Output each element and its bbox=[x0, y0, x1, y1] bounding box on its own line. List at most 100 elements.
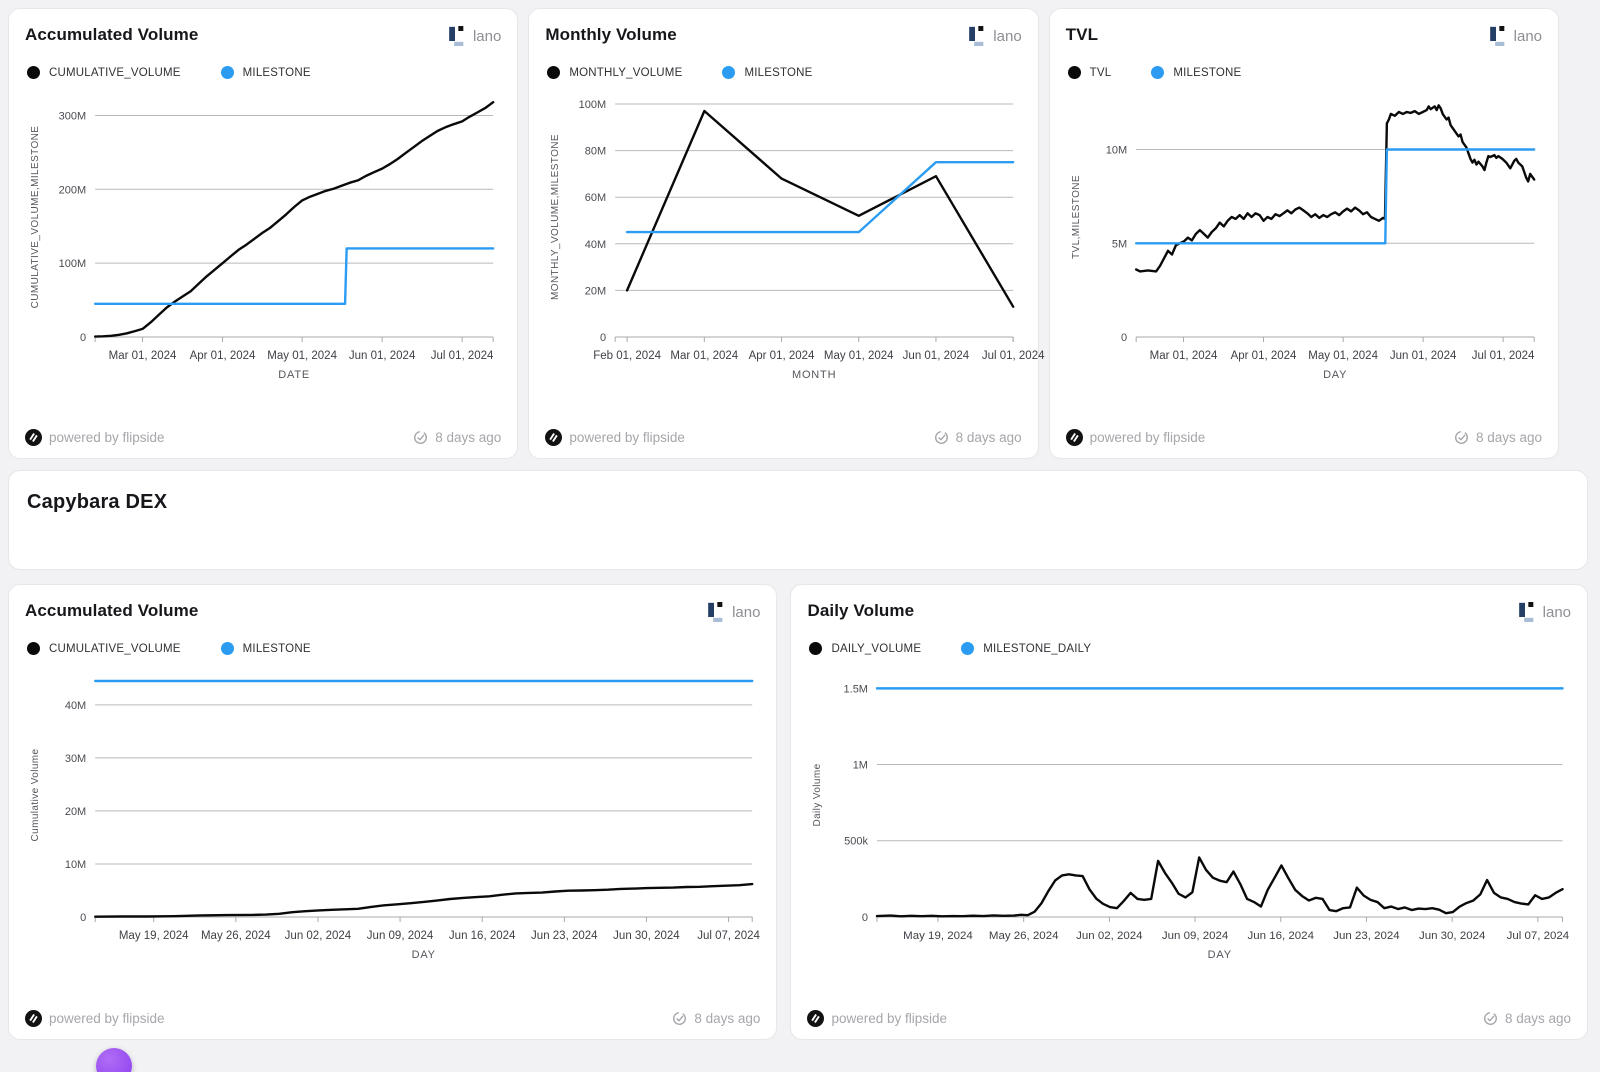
x-tick-label: Jul 07, 2024 bbox=[697, 930, 760, 942]
legend-item[interactable]: DAILY_VOLUME bbox=[809, 642, 921, 655]
legend-dot bbox=[220, 66, 234, 79]
chart-card-header: Accumulated Volume lano bbox=[25, 601, 760, 622]
legend-item[interactable]: MILESTONE_DAILY bbox=[961, 642, 1091, 655]
line-chart[interactable]: 0 5M 10M Mar 01, 2024 Apr 01, 2024 May 01, 20… bbox=[1066, 85, 1542, 389]
x-tick-label: Jun 30, 2024 bbox=[1419, 930, 1486, 942]
legend-item[interactable]: MILESTONE bbox=[220, 66, 311, 79]
chart-legend: MONTHLY_VOLUME MILESTONE bbox=[547, 66, 1021, 79]
flipside-icon bbox=[25, 429, 42, 446]
brand-name: lano bbox=[1513, 27, 1542, 45]
x-tick-label: Jun 01, 2024 bbox=[1390, 350, 1457, 362]
lano-brand[interactable]: lano bbox=[1518, 602, 1571, 622]
legend-label: MILESTONE bbox=[1173, 66, 1242, 79]
brand-name: lano bbox=[1542, 603, 1571, 621]
chart-title: Monthly Volume bbox=[545, 25, 677, 44]
x-tick-label: Apr 01, 2024 bbox=[1230, 350, 1296, 362]
brand-name: lano bbox=[472, 27, 502, 45]
y-tick-label: 0 bbox=[862, 912, 868, 924]
legend-dot bbox=[809, 642, 823, 655]
line-chart[interactable]: 0 10M 20M 30M 40M May 19, 2024 May 26, 2024 Jun… bbox=[25, 661, 761, 969]
x-tick-label: Jul 01, 2024 bbox=[1471, 350, 1534, 362]
x-axis-label: DATE bbox=[278, 369, 310, 381]
y-tick-label: 0 bbox=[80, 912, 86, 924]
lano-logo-icon bbox=[708, 602, 723, 622]
y-tick-label: 0 bbox=[80, 332, 86, 344]
legend-dot bbox=[1067, 66, 1081, 79]
flipside-icon bbox=[545, 429, 563, 446]
lano-logo-icon bbox=[1489, 26, 1504, 46]
refresh-check-icon bbox=[1454, 430, 1468, 445]
legend-label: MONTHLY_VOLUME bbox=[569, 66, 683, 79]
lano-brand[interactable]: lano bbox=[449, 26, 501, 46]
y-tick-label: 0 bbox=[1121, 332, 1127, 344]
x-tick-label: Mar 01, 2024 bbox=[109, 350, 177, 362]
y-tick-label: 5M bbox=[1112, 238, 1127, 250]
legend-dot bbox=[1151, 66, 1165, 79]
x-tick-label: Jun 02, 2024 bbox=[285, 930, 352, 942]
x-tick-label: Mar 01, 2024 bbox=[671, 350, 739, 362]
x-tick-label: Jun 02, 2024 bbox=[1077, 930, 1144, 942]
powered-by[interactable]: powered by flipside bbox=[1065, 429, 1205, 446]
legend-dot bbox=[27, 66, 40, 79]
x-tick-label: Jun 16, 2024 bbox=[449, 930, 516, 942]
refresh-check-icon bbox=[673, 1011, 687, 1026]
y-axis-label: Cumulative Volume bbox=[30, 748, 41, 841]
y-tick-label: 30M bbox=[65, 753, 86, 765]
x-tick-label: Apr 01, 2024 bbox=[190, 350, 256, 362]
updated-label: 8 days ago bbox=[955, 430, 1022, 445]
x-tick-label: Jun 01, 2024 bbox=[903, 350, 970, 362]
chart-card-header: Daily Volume lano bbox=[807, 601, 1571, 622]
chart-legend: CUMULATIVE_VOLUME MILESTONE bbox=[27, 66, 501, 79]
line-chart[interactable]: 0 100M 200M 300M Mar 01, 2024 Apr 01, 2024 May… bbox=[25, 85, 501, 389]
line-chart[interactable]: 0 20M 40M 60M 80M 100M Feb 01, 2024 Mar 01, 202… bbox=[545, 85, 1045, 389]
chart-card: TVL lano TVL MILESTONE 0 5M 10M Mar 01, 2024… bbox=[1048, 8, 1559, 459]
updated-label: 8 days ago bbox=[1475, 430, 1542, 445]
legend-item[interactable]: MONTHLY_VOLUME bbox=[547, 66, 682, 79]
updated-label: 8 days ago bbox=[435, 430, 502, 445]
powered-by[interactable]: powered by flipside bbox=[25, 1010, 165, 1027]
legend-item[interactable]: MILESTONE bbox=[220, 642, 311, 655]
powered-by[interactable]: powered by flipside bbox=[807, 1010, 947, 1027]
flipside-icon bbox=[1065, 429, 1083, 446]
legend-label: CUMULATIVE_VOLUME bbox=[49, 66, 181, 79]
brand-name: lano bbox=[993, 27, 1022, 45]
refresh-check-icon bbox=[934, 430, 948, 445]
y-tick-label: 40M bbox=[65, 700, 86, 712]
series-line-CUMULATIVE_VOLUME bbox=[93, 101, 495, 338]
lano-brand[interactable]: lano bbox=[969, 26, 1022, 46]
top-charts-row: Accumulated Volume lano CUMULATIVE_VOLUM… bbox=[8, 8, 1559, 459]
x-tick-label: Jul 07, 2024 bbox=[1507, 930, 1570, 942]
series-line-MONTHLY_VOLUME bbox=[626, 109, 1015, 308]
updated-label: 8 days ago bbox=[694, 1011, 761, 1026]
chart-card-footer: powered by flipside 8 days ago bbox=[25, 1010, 760, 1027]
legend-label: DAILY_VOLUME bbox=[831, 642, 922, 655]
legend-label: MILESTONE_DAILY bbox=[983, 642, 1092, 655]
x-tick-label: May 01, 2024 bbox=[1308, 350, 1378, 362]
legend-item[interactable]: MILESTONE bbox=[1151, 66, 1241, 79]
x-tick-label: Mar 01, 2024 bbox=[1149, 350, 1217, 362]
legend-item[interactable]: TVL bbox=[1067, 66, 1112, 79]
legend-dot bbox=[27, 642, 40, 655]
legend-label: TVL bbox=[1089, 66, 1112, 79]
last-updated: 8 days ago bbox=[672, 1011, 760, 1026]
x-tick-label: Jun 23, 2024 bbox=[1334, 930, 1401, 942]
y-tick-label: 1.5M bbox=[844, 683, 868, 695]
legend-item[interactable]: CUMULATIVE_VOLUME bbox=[27, 642, 181, 655]
line-chart[interactable]: 0 500k 1M 1.5M May 19, 2024 May 26, 2024 Jun 0… bbox=[807, 661, 1571, 969]
legend-item[interactable]: CUMULATIVE_VOLUME bbox=[27, 66, 181, 79]
powered-by[interactable]: powered by flipside bbox=[25, 429, 165, 446]
last-updated: 8 days ago bbox=[1454, 430, 1542, 445]
x-tick-label: Jul 01, 2024 bbox=[431, 350, 494, 362]
lano-brand[interactable]: lano bbox=[708, 602, 760, 622]
y-tick-label: 60M bbox=[585, 192, 606, 204]
legend-item[interactable]: MILESTONE bbox=[722, 66, 812, 79]
series-line-MILESTONE bbox=[93, 247, 495, 306]
last-updated: 8 days ago bbox=[934, 430, 1022, 445]
lano-logo-icon bbox=[1518, 602, 1533, 622]
lano-brand[interactable]: lano bbox=[1489, 26, 1542, 46]
x-axis-label: MONTH bbox=[792, 369, 836, 381]
x-tick-label: May 19, 2024 bbox=[904, 930, 974, 942]
chart-legend: TVL MILESTONE bbox=[1067, 66, 1542, 79]
x-tick-label: Jun 09, 2024 bbox=[367, 930, 434, 942]
powered-by[interactable]: powered by flipside bbox=[545, 429, 685, 446]
